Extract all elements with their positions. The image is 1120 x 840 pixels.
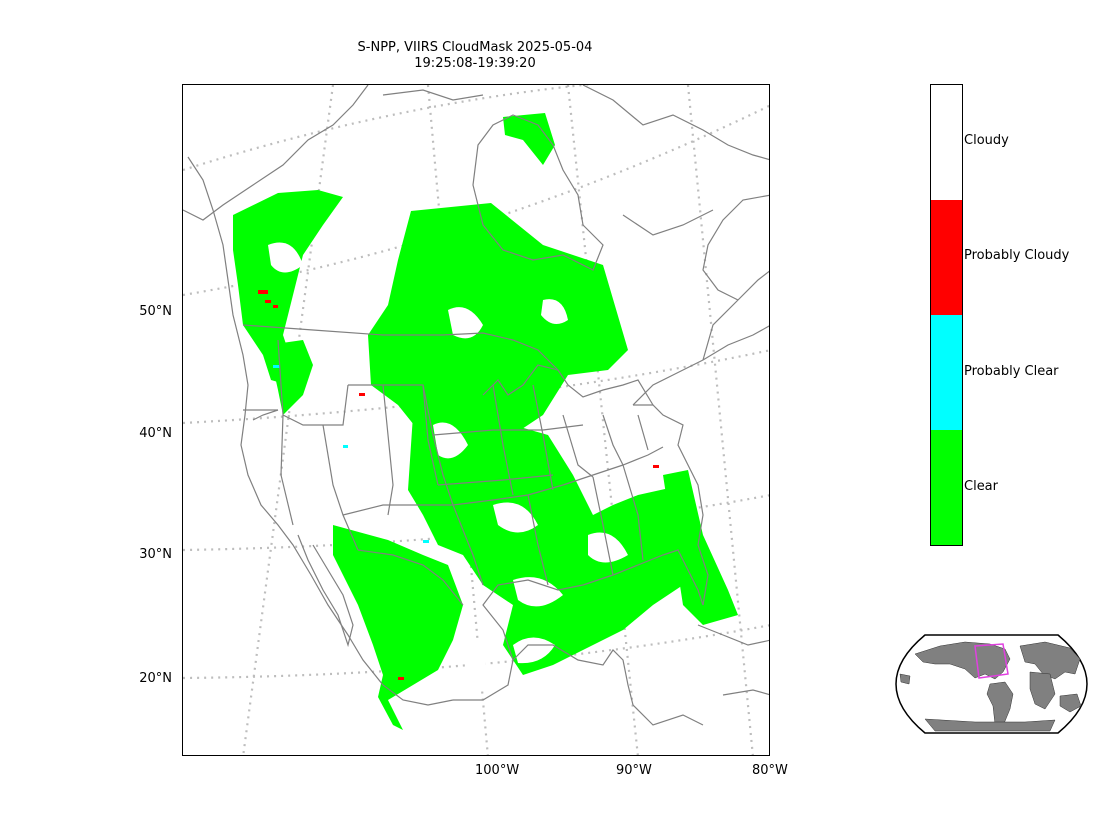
lat-label-20: 20°N — [139, 671, 172, 686]
inset-swath-outline — [974, 643, 1009, 679]
colorbar-label-probably-clear: Probably Clear — [964, 364, 1059, 379]
lat-label-50: 50°N — [139, 304, 172, 319]
probably-cloudy-speckles — [258, 290, 659, 680]
lat-label-30: 30°N — [139, 547, 172, 562]
title-line-2: 19:25:08-19:39:20 — [414, 56, 536, 71]
lon-label-90w: 90°W — [616, 763, 652, 778]
colorbar-label-cloudy: Cloudy — [964, 133, 1009, 148]
cloudy-streaks — [268, 242, 628, 695]
colorbar-segment-clear — [931, 430, 962, 545]
colorbar-segment-cloudy — [931, 85, 962, 200]
map-title: S-NPP, VIIRS CloudMask 2025-05-04 19:25:… — [300, 40, 650, 72]
colorbar-segment-probably-cloudy — [931, 200, 962, 315]
clear-swath — [233, 190, 738, 730]
inset-world-map — [895, 634, 1088, 734]
lat-label-40: 40°N — [139, 426, 172, 441]
colorbar — [930, 84, 963, 546]
colorbar-segment-probably-clear — [931, 315, 962, 430]
political-borders — [183, 85, 769, 726]
map-canvas — [183, 85, 769, 755]
title-line-1: S-NPP, VIIRS CloudMask 2025-05-04 — [357, 40, 593, 55]
lon-label-100w: 100°W — [475, 763, 520, 778]
cloud-mask-map — [182, 84, 770, 756]
inset-landmasses — [899, 641, 1082, 732]
lon-label-80w: 80°W — [752, 763, 788, 778]
inset-globe-canvas — [895, 634, 1088, 734]
colorbar-label-clear: Clear — [964, 479, 998, 494]
colorbar-label-probably-cloudy: Probably Cloudy — [964, 248, 1070, 263]
northern-swath-fragment — [503, 113, 555, 165]
